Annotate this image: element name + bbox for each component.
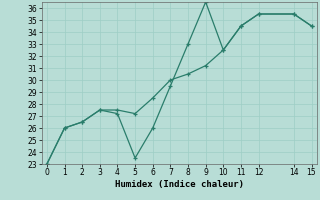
X-axis label: Humidex (Indice chaleur): Humidex (Indice chaleur) <box>115 180 244 189</box>
